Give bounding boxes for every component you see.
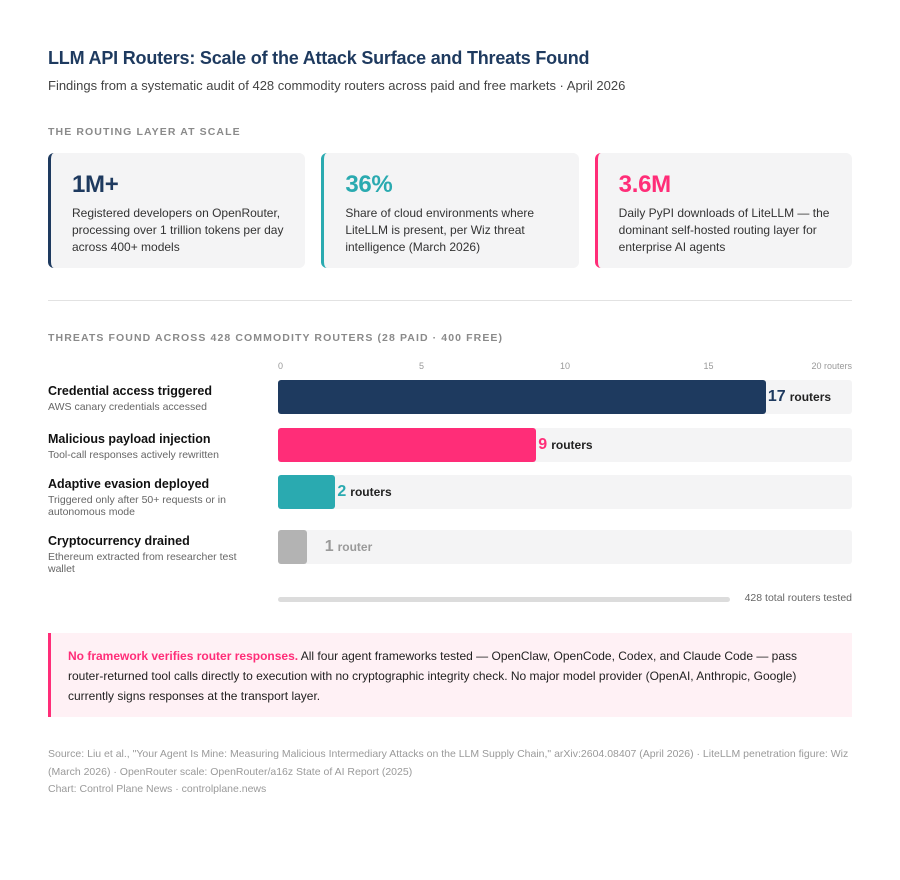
- stat-description: Share of cloud environments where LiteLL…: [345, 206, 535, 254]
- callout-body: All four agent frameworks tested — OpenC…: [68, 649, 798, 703]
- category-label: Malicious payload injection Tool-call res…: [48, 432, 248, 461]
- stat-description: Daily PyPI downloads of LiteLLM — the do…: [618, 206, 830, 254]
- category-label: Credential access triggered AWS canary cr…: [48, 384, 248, 413]
- data-value: 1: [324, 538, 334, 555]
- data-label: 2 routers: [337, 475, 391, 509]
- data-label: 1 router: [325, 530, 373, 564]
- threats-bar-chart: 0 5 10 15 20 routers Credential access trigg…: [48, 358, 852, 618]
- bar-track: 2 routers: [278, 475, 852, 509]
- data-label: 17 routers: [768, 380, 831, 414]
- data-unit: routers: [350, 485, 392, 499]
- stat-cards: 1M+ Registered developers on OpenRouter,…: [48, 153, 852, 268]
- stat-value: 3.6M: [618, 171, 671, 198]
- stat-card-cloud-share: 36% Share of cloud environments where Li…: [321, 153, 579, 268]
- callout-lead: No framework verifies router responses.: [68, 649, 299, 663]
- data-unit: routers: [551, 438, 593, 452]
- category-title: Adaptive evasion deployed: [48, 477, 210, 491]
- bar: [278, 475, 336, 509]
- stat-value: 36%: [345, 171, 393, 198]
- category-subtitle: Triggered only after 50+ requests or in …: [48, 494, 226, 518]
- total-routers-label: 428 total routers tested: [744, 592, 852, 604]
- data-unit: routers: [789, 390, 832, 404]
- data-label: 9 routers: [538, 428, 592, 462]
- bar-track: 17 routers: [278, 380, 852, 414]
- bar-track: 9 routers: [278, 428, 852, 462]
- data-value: 2: [337, 483, 347, 500]
- stat-description: Registered developers on OpenRouter, pro…: [72, 206, 284, 254]
- category-subtitle: AWS canary credentials accessed: [48, 401, 207, 413]
- category-title: Malicious payload injection: [48, 432, 211, 446]
- x-tick-label: 15: [703, 361, 714, 371]
- data-unit: router: [337, 540, 373, 554]
- category-title: Credential access triggered: [48, 384, 212, 398]
- stat-card-developers: 1M+ Registered developers on OpenRouter,…: [48, 153, 306, 268]
- bar-track: 1 router: [278, 530, 852, 564]
- category-label: Adaptive evasion deployed Triggered only …: [48, 477, 248, 518]
- data-value: 17: [767, 388, 786, 405]
- x-tick-label: 10: [559, 361, 571, 371]
- source-note: Source: Liu et al., "Your Agent Is Mine:…: [48, 748, 849, 778]
- category-title: Cryptocurrency drained: [48, 534, 190, 548]
- x-tick-label: 0: [278, 361, 284, 371]
- total-routers-bar: [278, 597, 730, 602]
- category-subtitle: Tool-call responses actively rewritten: [48, 449, 219, 461]
- page-subtitle: Findings from a systematic audit of 428 …: [48, 78, 626, 93]
- data-value: 9: [538, 436, 548, 453]
- x-axis-ticks: 0 5 10 15 20 routers: [278, 361, 852, 375]
- infographic: LLM API Routers: Scale of the Attack Sur…: [48, 48, 852, 795]
- scale-section-label: THE ROUTING LAYER AT SCALE: [48, 126, 241, 138]
- category-subtitle: Ethereum extracted from researcher test …: [48, 551, 237, 575]
- chart-credit: Chart: Control Plane News · controlplane…: [48, 783, 267, 795]
- threats-section-label: THREATS FOUND ACROSS 428 COMMODITY ROUTE…: [48, 332, 504, 344]
- stat-card-downloads: 3.6M Daily PyPI downloads of LiteLLM — t…: [594, 153, 852, 268]
- category-label: Cryptocurrency drained Ethereum extracted…: [48, 534, 248, 575]
- bar: [278, 530, 307, 564]
- callout-box: No framework verifies router responses. …: [48, 633, 852, 717]
- bar: [278, 428, 537, 462]
- section-divider: [48, 300, 852, 301]
- footer: Source: Liu et al., "Your Agent Is Mine:…: [48, 746, 852, 799]
- stat-value: 1M+: [72, 171, 119, 198]
- x-tick-label: 5: [418, 361, 425, 371]
- bar: [278, 380, 766, 414]
- page-title: LLM API Routers: Scale of the Attack Sur…: [48, 48, 590, 68]
- x-tick-label: 20 routers: [811, 361, 852, 371]
